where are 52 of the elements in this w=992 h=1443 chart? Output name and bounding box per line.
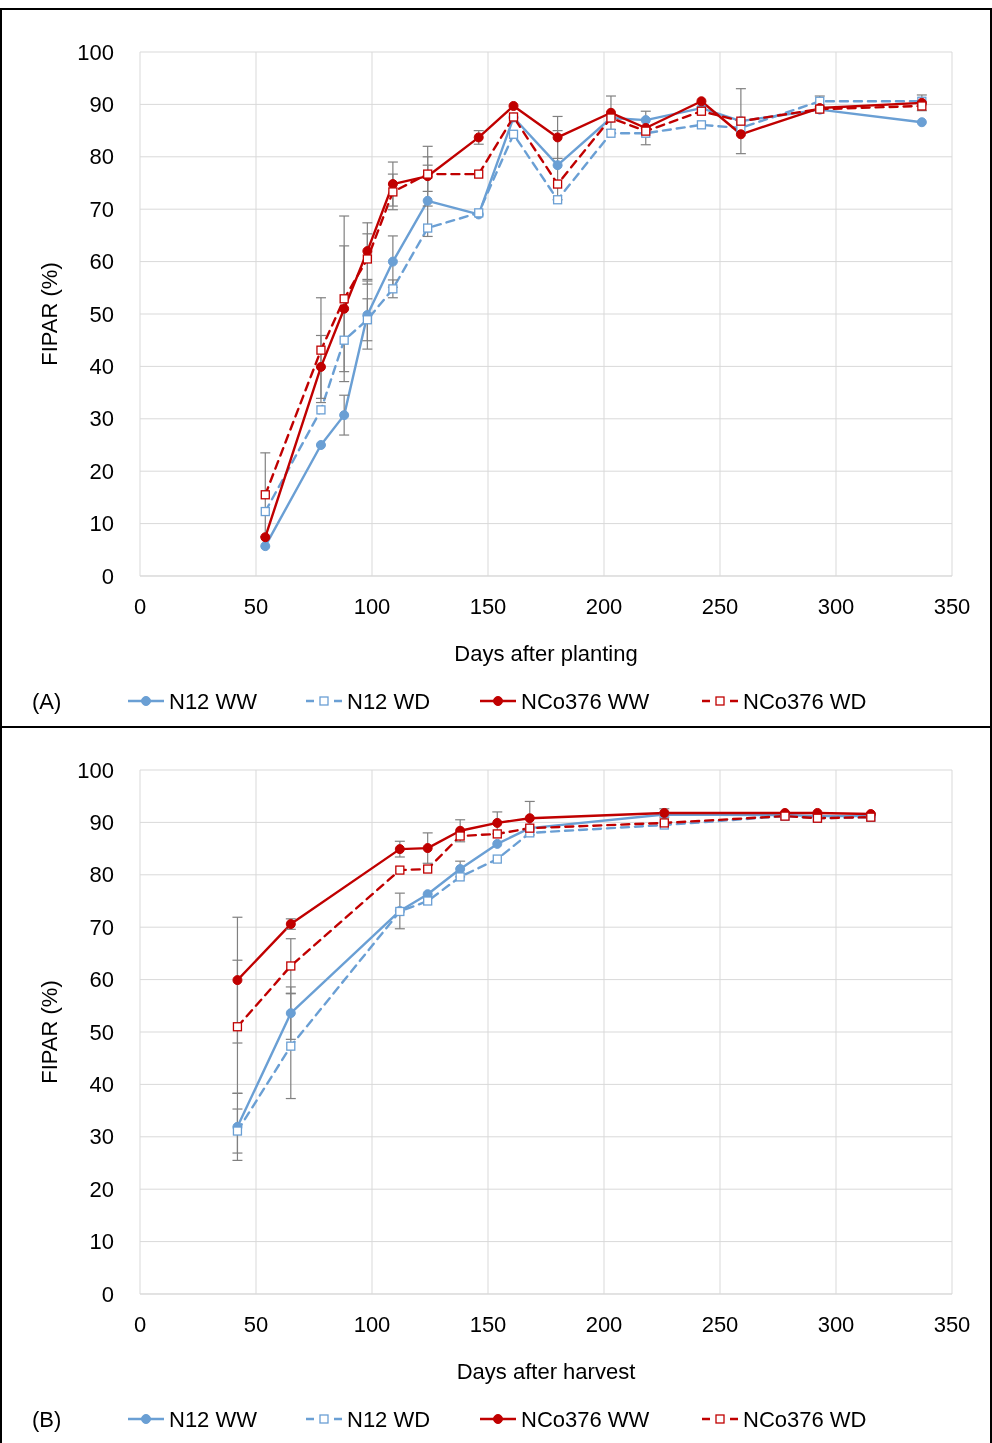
x-tick-label: 200 <box>585 1312 623 1337</box>
x-tick-label: 0 <box>133 594 147 619</box>
x-tick-label: 0 <box>133 1312 147 1337</box>
y-tick-label: 30 <box>89 1124 114 1150</box>
y-axis-title: FIPAR (%) <box>37 262 62 366</box>
y-tick-label: 50 <box>89 301 114 327</box>
x-tick-label: 350 <box>933 1312 971 1337</box>
y-tick-label: 40 <box>89 353 114 379</box>
y-tick-label: 10 <box>89 511 114 537</box>
legend-label: NCo376 WW <box>521 1406 650 1432</box>
y-tick-label: 80 <box>89 862 114 888</box>
y-tick-label: 30 <box>89 406 114 432</box>
x-axis-title: Days after planting <box>454 641 638 666</box>
y-tick-label: 100 <box>77 757 114 783</box>
x-tick-label: 250 <box>701 594 739 619</box>
legend-label: N12 WW <box>169 1406 258 1432</box>
y-tick-label: 50 <box>89 1019 114 1045</box>
legend-label: NCo376 WD <box>743 1406 867 1432</box>
x-tick-label: 150 <box>469 1312 507 1337</box>
x-tick-label: 200 <box>585 594 623 619</box>
y-tick-label: 10 <box>89 1229 114 1255</box>
y-tick-label: 90 <box>89 809 114 835</box>
legend-label: N12 WD <box>347 688 431 714</box>
y-tick-label: 60 <box>89 967 114 993</box>
x-tick-label: 250 <box>701 1312 739 1337</box>
x-tick-label: 50 <box>243 1312 269 1337</box>
x-tick-label: 350 <box>933 594 971 619</box>
y-tick-label: 100 <box>77 39 114 65</box>
legend-label: N12 WW <box>169 688 258 714</box>
y-tick-label: 60 <box>89 249 114 275</box>
y-tick-label: 20 <box>89 458 114 484</box>
y-tick-label: 0 <box>101 1281 114 1307</box>
legend-label: NCo376 WW <box>521 688 650 714</box>
x-tick-label: 100 <box>353 594 391 619</box>
y-tick-label: 90 <box>89 91 114 117</box>
x-axis-title: Days after harvest <box>456 1359 636 1384</box>
y-axis-title: FIPAR (%) <box>37 980 62 1084</box>
text: (A) <box>32 689 62 714</box>
x-tick-label: 300 <box>817 594 855 619</box>
y-tick-label: 70 <box>89 914 114 940</box>
y-tick-label: 0 <box>101 563 114 589</box>
y-tick-label: 80 <box>89 144 114 170</box>
x-tick-label: 50 <box>243 594 269 619</box>
y-tick-label: 20 <box>89 1176 114 1202</box>
y-tick-label: 40 <box>89 1071 114 1097</box>
x-tick-label: 100 <box>353 1312 391 1337</box>
legend-label: NCo376 WD <box>743 688 867 714</box>
y-tick-label: 70 <box>89 196 114 222</box>
text: (B) <box>32 1407 62 1432</box>
legend-label: N12 WD <box>347 1406 431 1432</box>
x-tick-label: 300 <box>817 1312 855 1337</box>
x-tick-label: 150 <box>469 594 507 619</box>
